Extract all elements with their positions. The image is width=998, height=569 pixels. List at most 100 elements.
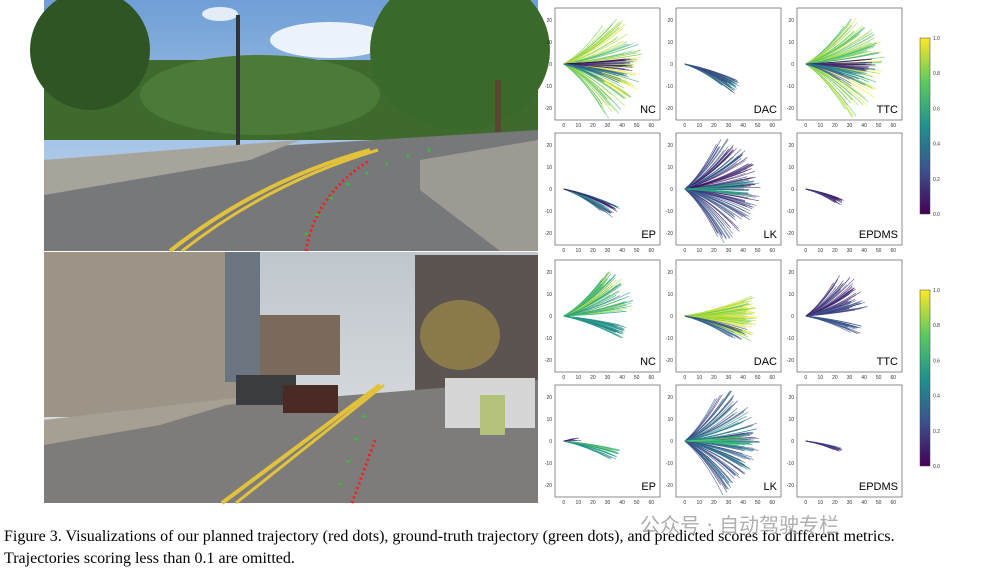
trajectory-fan	[563, 18, 642, 119]
y-tick-label: -10	[545, 461, 552, 467]
trajectory	[563, 58, 631, 65]
scene-photo-top	[30, 0, 550, 253]
trajectory	[684, 188, 740, 232]
y-tick-label: 20	[546, 395, 552, 401]
x-tick-label: 50	[755, 375, 761, 381]
x-tick-label: 40	[740, 123, 746, 129]
x-tick-label: 60	[648, 123, 654, 129]
caption-line: Trajectories scoring less than 0.1 are o…	[4, 550, 295, 567]
panel-label: EPDMS	[859, 481, 898, 493]
y-tick-label: -10	[666, 336, 673, 342]
x-tick-label: 60	[890, 248, 896, 254]
y-tick-label: -20	[787, 483, 794, 489]
trajectory	[684, 149, 729, 190]
y-tick-label: -20	[545, 231, 552, 237]
trajectory	[563, 63, 627, 77]
x-tick-label: 20	[590, 375, 596, 381]
y-tick-label: 0	[670, 439, 673, 445]
trajectory	[563, 63, 612, 95]
trajectory	[563, 301, 629, 317]
y-tick-label: 10	[788, 40, 794, 46]
trajectory-fan	[684, 63, 740, 94]
y-tick-label: 20	[667, 143, 673, 149]
trajectory	[684, 421, 743, 442]
x-tick-label: 20	[711, 500, 717, 506]
x-tick-label: 50	[634, 500, 640, 506]
x-tick-label: 50	[634, 375, 640, 381]
colorbar-tick-label: 0.8	[933, 323, 940, 329]
trajectory	[684, 407, 738, 442]
colorbar-tick-label: 0.8	[933, 71, 940, 77]
metric-plot: 0 10 20 30 40 50 60 20 10 0 -10 -20 NC	[545, 259, 661, 381]
x-tick-label: 20	[711, 248, 717, 254]
x-tick-label: 0	[804, 375, 807, 381]
trajectory	[805, 277, 851, 317]
trajectory	[684, 188, 750, 217]
x-tick-label: 30	[605, 375, 611, 381]
y-tick-label: 20	[546, 18, 552, 24]
y-tick-label: -20	[666, 358, 673, 364]
trajectory	[684, 398, 716, 442]
trajectory	[563, 295, 621, 317]
y-tick-label: 0	[791, 62, 794, 68]
trajectory	[684, 188, 733, 234]
metric-plot: 0 10 20 30 40 50 60 20 10 0 -10 -20 DAC	[666, 259, 782, 381]
trajectory	[563, 286, 603, 317]
trajectory	[563, 188, 611, 207]
colorbar-tick-label: 0.4	[933, 142, 940, 148]
x-tick-label: 40	[619, 500, 625, 506]
x-tick-label: 40	[861, 248, 867, 254]
x-tick-label: 60	[890, 123, 896, 129]
y-tick-label: 20	[788, 143, 794, 149]
metric-plot: 0 10 20 30 40 50 60 20 10 0 -10 -20 EPDMS	[787, 132, 903, 254]
panel-label: NC	[640, 104, 656, 116]
y-tick-label: -10	[666, 209, 673, 215]
y-tick-label: -20	[787, 106, 794, 112]
x-tick-label: 0	[562, 248, 565, 254]
trajectory	[684, 401, 734, 442]
trajectory	[805, 315, 849, 327]
trajectory	[805, 188, 839, 200]
x-tick-label: 40	[861, 375, 867, 381]
trajectory-fan	[805, 17, 885, 119]
x-tick-label: 10	[697, 248, 703, 254]
metric-plot: 0 10 20 30 40 50 60 20 10 0 -10 -20 DAC	[666, 7, 782, 129]
plot-frame	[554, 132, 661, 246]
metric-plot: 0 10 20 30 40 50 60 20 10 0 -10 -20 EP	[545, 384, 661, 506]
x-tick-label: 10	[818, 500, 824, 506]
y-tick-label: -10	[545, 84, 552, 90]
colorbar	[919, 37, 931, 215]
trajectory	[684, 440, 746, 467]
metric-plot: 0 10 20 30 40 50 60 20 10 0 -10 -20 EP	[545, 132, 661, 254]
trajectory-fan	[563, 188, 620, 218]
x-tick-label: 50	[876, 500, 882, 506]
x-tick-label: 0	[683, 248, 686, 254]
y-tick-label: -10	[666, 84, 673, 90]
x-tick-label: 10	[697, 375, 703, 381]
y-tick-label: 10	[788, 417, 794, 423]
y-tick-label: 20	[788, 395, 794, 401]
metric-plot: 0 10 20 30 40 50 60 20 10 0 -10 -20 EPDMS	[787, 384, 903, 506]
trajectory	[805, 45, 875, 65]
x-tick-label: 0	[683, 123, 686, 129]
x-tick-label: 40	[619, 123, 625, 129]
y-tick-label: 10	[667, 165, 673, 171]
colorbar-tick-label: 0.4	[933, 394, 940, 400]
x-tick-label: 40	[740, 500, 746, 506]
x-tick-label: 50	[876, 375, 882, 381]
y-tick-label: 20	[788, 18, 794, 24]
y-tick-label: 10	[667, 40, 673, 46]
y-tick-label: -20	[545, 106, 552, 112]
x-tick-label: 30	[605, 500, 611, 506]
x-tick-label: 0	[804, 123, 807, 129]
x-tick-label: 0	[683, 500, 686, 506]
y-tick-label: 20	[546, 270, 552, 276]
x-tick-label: 0	[562, 500, 565, 506]
x-tick-label: 40	[861, 500, 867, 506]
x-tick-label: 60	[890, 375, 896, 381]
x-tick-label: 30	[847, 500, 853, 506]
trajectory	[563, 440, 612, 459]
trajectory	[805, 306, 868, 317]
trajectory	[684, 157, 733, 190]
trajectory	[563, 33, 628, 65]
